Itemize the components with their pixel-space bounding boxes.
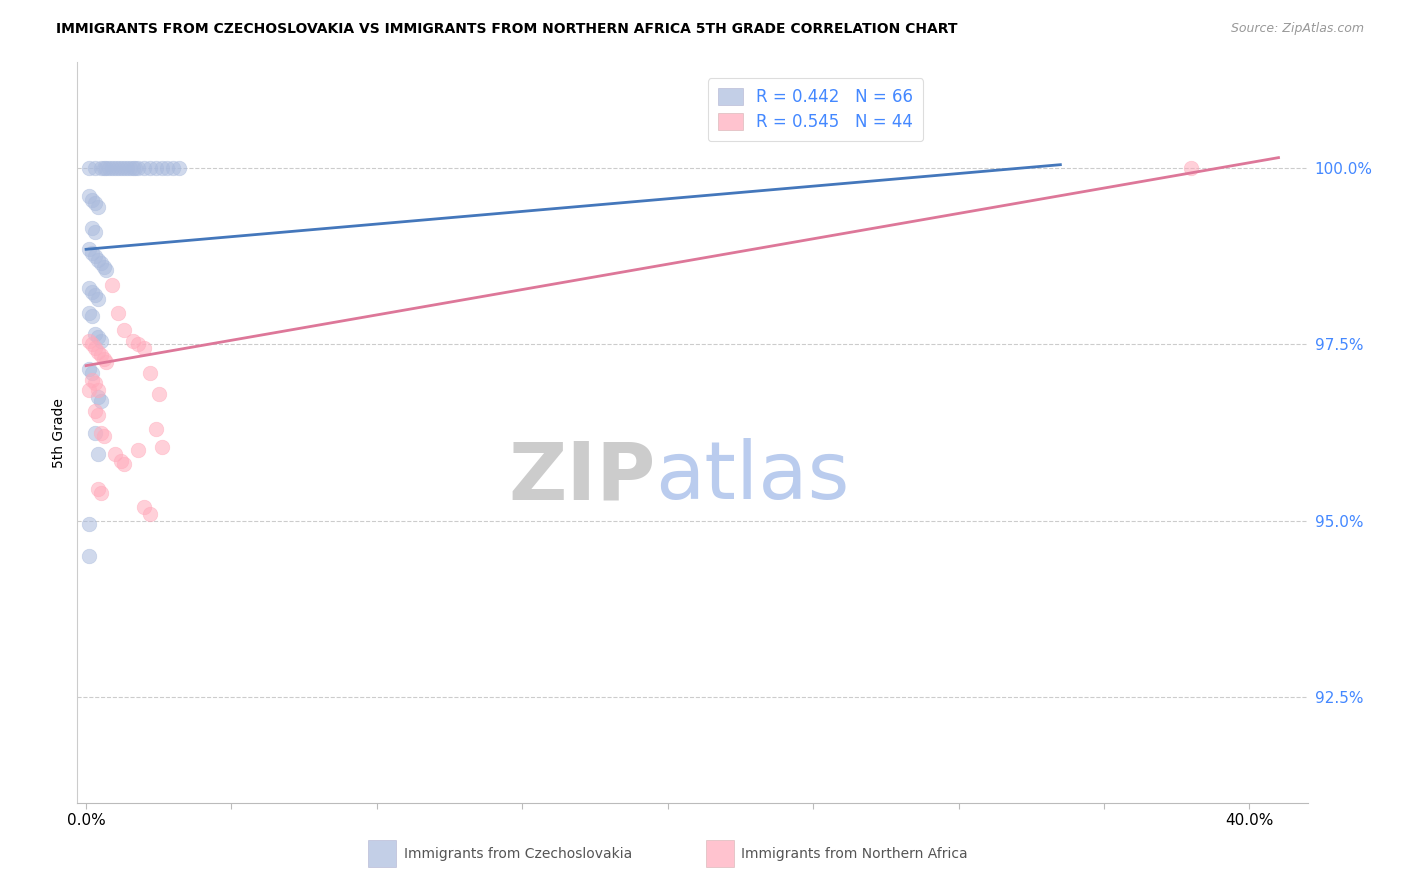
Point: [121, 334, 143, 348]
Point: [156, 161, 179, 176]
Point: [93, 260, 115, 274]
Point: [150, 161, 173, 176]
Point: [96, 263, 118, 277]
Point: [83, 225, 105, 239]
Point: [110, 454, 132, 468]
Point: [77, 384, 100, 398]
Text: IMMIGRANTS FROM CZECHOSLOVAKIA VS IMMIGRANTS FROM NORTHERN AFRICA 5TH GRADE CORR: IMMIGRANTS FROM CZECHOSLOVAKIA VS IMMIGR…: [56, 22, 957, 37]
Point: [83, 161, 105, 176]
Point: [139, 507, 162, 521]
Point: [93, 161, 115, 176]
Y-axis label: 5th Grade: 5th Grade: [52, 398, 66, 467]
Point: [145, 422, 167, 436]
Point: [86, 390, 108, 404]
Point: [121, 161, 143, 176]
Point: [90, 334, 112, 348]
Point: [101, 161, 124, 176]
Point: [90, 348, 112, 362]
Point: [167, 161, 190, 176]
Point: [86, 408, 108, 422]
Point: [112, 458, 135, 472]
Point: [104, 447, 127, 461]
Point: [107, 161, 129, 176]
Point: [86, 384, 108, 398]
Point: [86, 330, 108, 344]
Point: [80, 373, 103, 387]
Point: [77, 161, 100, 176]
Point: [96, 355, 118, 369]
Point: [83, 376, 105, 391]
Legend: R = 0.442   N = 66, R = 0.545   N = 44: R = 0.442 N = 66, R = 0.545 N = 44: [707, 78, 924, 141]
Point: [127, 161, 149, 176]
Point: [90, 425, 112, 440]
Text: Source: ZipAtlas.com: Source: ZipAtlas.com: [1230, 22, 1364, 36]
Point: [80, 221, 103, 235]
Point: [77, 517, 100, 532]
Point: [127, 443, 149, 458]
Point: [90, 161, 112, 176]
Point: [139, 161, 162, 176]
Point: [83, 249, 105, 263]
Point: [139, 366, 162, 380]
Point: [83, 425, 105, 440]
Point: [83, 404, 105, 418]
Point: [150, 440, 173, 454]
Point: [83, 288, 105, 302]
Point: [86, 344, 108, 359]
Point: [148, 387, 170, 401]
Text: ZIP: ZIP: [509, 438, 655, 516]
Point: [83, 341, 105, 355]
Point: [1180, 161, 1202, 176]
Point: [80, 310, 103, 324]
Point: [77, 281, 100, 295]
Point: [77, 242, 100, 256]
Point: [86, 447, 108, 461]
Point: [77, 334, 100, 348]
Point: [101, 277, 124, 292]
Point: [77, 549, 100, 563]
Point: [93, 351, 115, 366]
Point: [118, 161, 141, 176]
Point: [124, 161, 146, 176]
Point: [93, 429, 115, 443]
Text: Immigrants from Czechoslovakia: Immigrants from Czechoslovakia: [404, 847, 631, 861]
Point: [98, 161, 121, 176]
Point: [104, 161, 127, 176]
Point: [112, 323, 135, 337]
Point: [86, 292, 108, 306]
Point: [96, 161, 118, 176]
Point: [134, 341, 156, 355]
Point: [86, 252, 108, 267]
Point: [77, 362, 100, 376]
Text: atlas: atlas: [655, 438, 849, 516]
Point: [86, 200, 108, 214]
Point: [145, 161, 167, 176]
Point: [90, 256, 112, 270]
Point: [110, 161, 132, 176]
Point: [115, 161, 138, 176]
Point: [90, 485, 112, 500]
Point: [134, 161, 156, 176]
Point: [107, 306, 129, 320]
Point: [86, 482, 108, 496]
Point: [77, 306, 100, 320]
Point: [127, 337, 149, 351]
Point: [162, 161, 184, 176]
Point: [134, 500, 156, 514]
Text: Immigrants from Northern Africa: Immigrants from Northern Africa: [741, 847, 967, 861]
Point: [80, 366, 103, 380]
Point: [90, 393, 112, 408]
Point: [83, 326, 105, 341]
Point: [83, 196, 105, 211]
Point: [80, 337, 103, 351]
Point: [80, 193, 103, 207]
Point: [77, 189, 100, 203]
Point: [112, 161, 135, 176]
Point: [80, 245, 103, 260]
Point: [80, 285, 103, 299]
